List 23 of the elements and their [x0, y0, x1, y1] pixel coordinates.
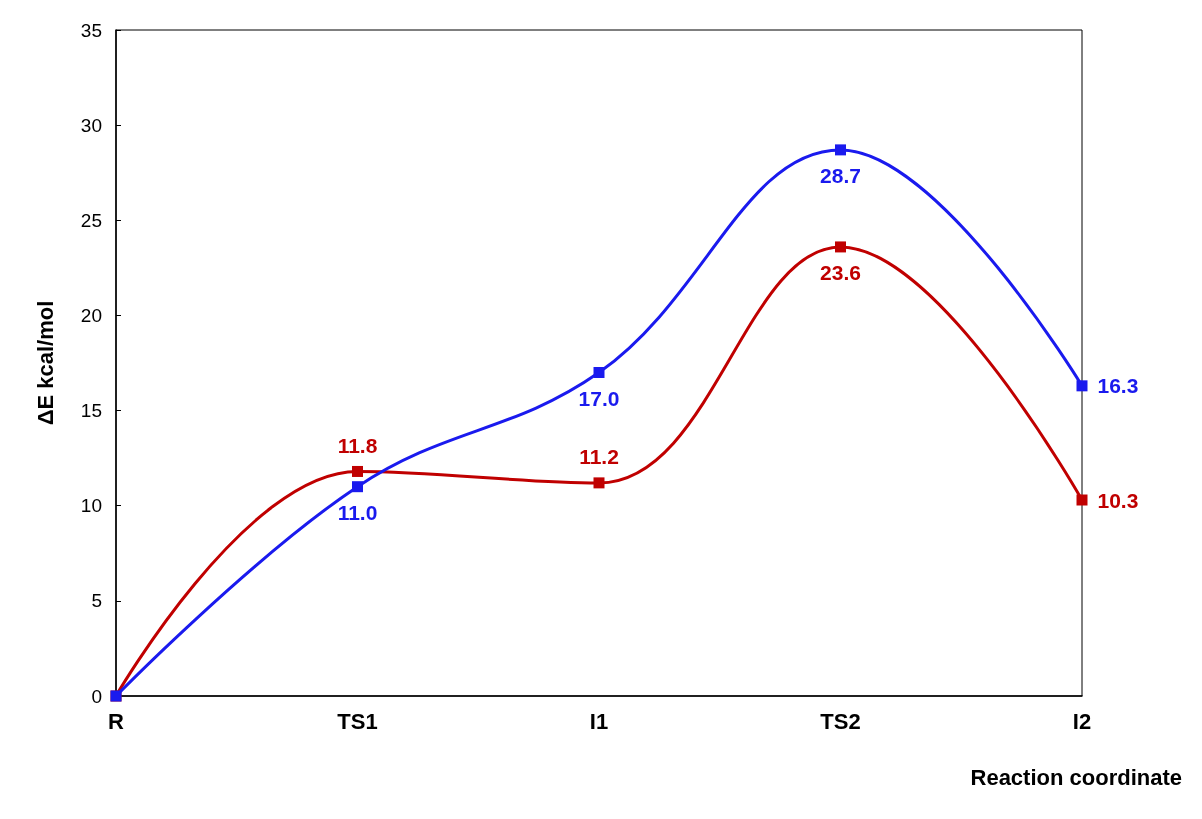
- y-tick-label: 25: [80, 209, 102, 231]
- y-axis-title: ΔE kcal/mol: [32, 300, 58, 426]
- y-tick-label: 30: [80, 114, 102, 136]
- data-label: 17.0: [578, 387, 620, 411]
- data-label: 16.3: [1097, 374, 1139, 398]
- data-label: 23.6: [820, 261, 861, 285]
- x-tick-label: R: [108, 708, 125, 734]
- y-tick-label: 5: [91, 590, 102, 612]
- y-tick-label: 0: [91, 685, 102, 707]
- x-tick-label: TS1: [337, 708, 378, 734]
- x-tick-label: TS2: [820, 708, 861, 734]
- data-label: 28.7: [820, 164, 861, 188]
- x-tick-label: I1: [589, 708, 609, 734]
- data-label: 11.8: [337, 433, 378, 457]
- y-tick-label: 15: [80, 400, 102, 422]
- x-tick-label: I2: [1072, 708, 1092, 734]
- y-tick-label: 35: [80, 19, 102, 41]
- y-tick-label: 10: [80, 495, 102, 517]
- data-label: 10.3: [1097, 488, 1139, 512]
- x-axis-title: Reaction coordinate: [970, 764, 1182, 790]
- y-tick-label: 20: [80, 304, 102, 326]
- data-label: 11.0: [337, 501, 378, 525]
- data-label: 11.2: [579, 445, 619, 469]
